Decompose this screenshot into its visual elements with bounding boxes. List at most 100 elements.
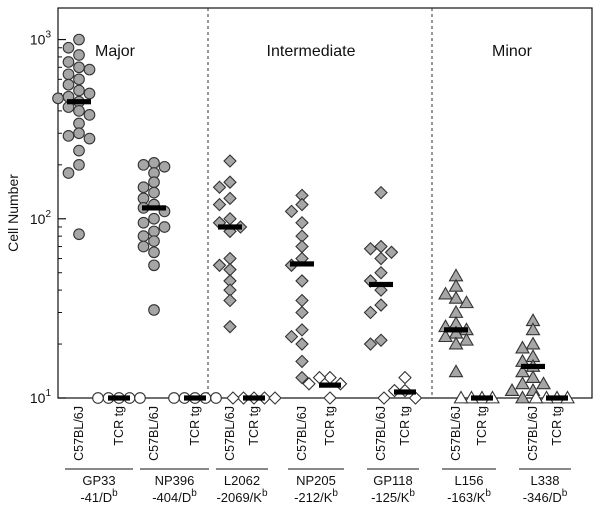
circle-point	[73, 127, 85, 140]
diamond-point	[223, 175, 237, 189]
circle-point	[137, 158, 150, 171]
circle-point	[62, 167, 75, 179]
circle-point	[158, 160, 171, 173]
group-label-restriction: -2069/K	[216, 490, 262, 505]
circle-point	[134, 392, 146, 404]
group-label-line2: -2069/Kb	[216, 488, 268, 505]
circle-point	[137, 240, 150, 253]
circle-point	[83, 109, 96, 121]
condition-label: C57BL/6J	[526, 406, 540, 461]
condition-label: C57BL/6J	[147, 406, 161, 461]
circle-point	[148, 246, 160, 259]
triangle-point	[448, 364, 464, 378]
circle-point	[83, 132, 96, 145]
data-points	[52, 33, 575, 405]
group-label-line1: NP205	[296, 473, 336, 488]
circle-point	[73, 84, 85, 97]
triangle-point	[438, 329, 453, 343]
circle-point	[52, 92, 64, 105]
diamond-point	[374, 251, 388, 266]
group-label-sup: b	[409, 488, 415, 499]
median-bar	[243, 395, 265, 401]
triangle-point	[528, 390, 544, 404]
triangle-point	[459, 295, 474, 309]
triangle-point	[459, 332, 474, 346]
circle-point	[73, 158, 85, 171]
diamond-point	[223, 251, 237, 266]
y-tick-label: 103	[30, 30, 52, 48]
condition-label: TCR tg	[247, 406, 261, 446]
median-bar	[546, 395, 568, 401]
section-label: Minor	[492, 43, 533, 60]
section-labels: Major Intermediate Minor	[95, 43, 533, 60]
diamond-point	[223, 293, 237, 308]
condition-label: C57BL/6J	[295, 406, 309, 461]
circle-point	[62, 78, 75, 91]
median-bar	[290, 261, 314, 267]
y-tick-exponent: 3	[45, 30, 51, 41]
median-bar	[142, 205, 166, 211]
group-label-sup: b	[485, 488, 491, 499]
circle-point	[210, 392, 222, 404]
group-label-line1: GP118	[373, 473, 413, 488]
diamond-point	[284, 329, 299, 344]
diamond-point	[295, 337, 309, 351]
group-label-sup: b	[112, 488, 118, 499]
diamond-point	[295, 293, 309, 308]
section-separators	[207, 8, 433, 398]
median-bar	[471, 395, 493, 401]
circle-point	[62, 41, 75, 54]
group-label-line2: -212/Kb	[294, 488, 338, 505]
diamond-point	[295, 305, 309, 320]
group-label-line1: L2062	[224, 473, 260, 488]
circle-point	[73, 73, 85, 86]
group-label-line1: L338	[531, 473, 560, 488]
group-label-line1: NP396	[155, 473, 195, 488]
diamond-point	[363, 242, 378, 256]
diamond-point	[212, 258, 227, 273]
group-label-sup: b	[262, 488, 268, 499]
circle-point	[62, 68, 75, 81]
circle-point	[73, 61, 85, 74]
diamond-point	[295, 323, 309, 337]
circle-point	[148, 259, 160, 272]
group-label-sup: b	[191, 488, 197, 499]
triangle-point	[448, 336, 464, 350]
condition-label: TCR tg	[550, 406, 564, 446]
group-label-line2: -125/Kb	[371, 488, 415, 505]
section-label: Major	[95, 43, 136, 60]
y-tick-exponent: 1	[45, 388, 51, 399]
circle-point	[148, 225, 160, 238]
diamond-point	[226, 391, 240, 405]
median-bar	[444, 327, 468, 333]
median-bar	[218, 224, 242, 230]
group-label-sup: b	[332, 488, 338, 499]
group-label-restriction: -346/D	[523, 490, 562, 505]
group-label-line2: -404/Db	[152, 488, 197, 505]
group-label-restriction: -41/D	[80, 490, 112, 505]
diamond-point	[295, 215, 309, 230]
diamond-point	[398, 370, 412, 385]
circle-point	[73, 228, 85, 241]
y-tick-label: 102	[30, 209, 52, 227]
triangle-point	[515, 390, 530, 404]
y-axis-title: Cell Number	[5, 174, 21, 252]
circle-point	[137, 181, 150, 194]
diamond-point	[374, 265, 388, 280]
condition-label: C57BL/6J	[72, 406, 86, 461]
diamond-point	[374, 333, 388, 348]
triangle-point	[453, 390, 469, 404]
diamond-point	[212, 180, 227, 194]
condition-label: TCR tg	[112, 406, 126, 446]
y-tick-base: 10	[30, 390, 46, 406]
triangle-point	[525, 369, 541, 384]
plot-border	[57, 7, 593, 399]
diamond-point	[268, 391, 282, 405]
diamond-point	[363, 305, 378, 320]
median-bar	[184, 395, 206, 401]
triangle-point	[525, 336, 541, 350]
circle-point	[168, 392, 180, 404]
circle-point	[73, 33, 85, 46]
circle-point	[73, 49, 85, 61]
group-label-line2: -346/Db	[523, 488, 568, 505]
